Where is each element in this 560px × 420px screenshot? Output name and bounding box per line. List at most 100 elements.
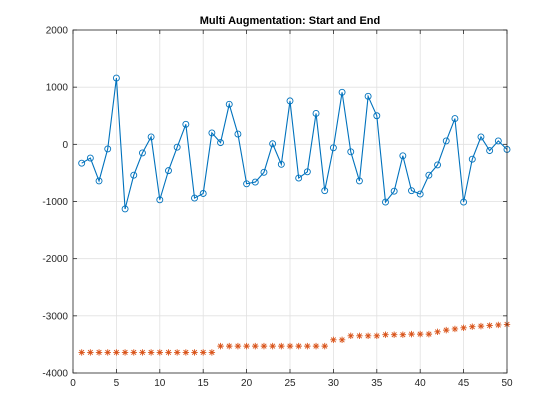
asterisk-marker [217, 342, 224, 350]
circle-marker [208, 129, 216, 137]
y-tick-label: 0 [62, 140, 68, 151]
circle-marker [165, 167, 172, 175]
asterisk-marker [356, 332, 363, 340]
x-tick-label: 40 [415, 378, 427, 389]
x-tick-label: 20 [241, 378, 253, 389]
series-2 [78, 321, 511, 356]
asterisk-marker [451, 325, 459, 333]
circle-marker [451, 115, 459, 123]
asterisk-marker [208, 349, 216, 356]
circle-marker [112, 74, 120, 82]
circle-marker [329, 144, 337, 152]
asterisk-marker [312, 342, 320, 350]
circle-marker [138, 149, 146, 157]
y-tick-label: 1000 [46, 83, 69, 94]
circle-marker [347, 148, 355, 156]
x-tick-label: 0 [70, 378, 76, 389]
y-tick-label: -4000 [42, 369, 68, 380]
asterisk-marker [295, 342, 302, 350]
tick-labels: 0 5 10 15 20 25 30 35 40 45 50 -4000 -3000 -2000 -1000… [42, 26, 513, 390]
circle-marker [130, 171, 138, 179]
circle-marker [78, 159, 86, 167]
y-tick-label: -2000 [42, 254, 68, 265]
asterisk-marker [260, 342, 268, 350]
circle-marker [104, 145, 112, 153]
circle-marker [199, 190, 207, 197]
asterisk-marker [269, 342, 276, 350]
circle-marker [312, 110, 320, 117]
circle-marker [425, 171, 433, 179]
asterisk-marker [338, 336, 346, 344]
circle-marker [191, 194, 198, 202]
asterisk-marker [495, 321, 502, 329]
asterisk-marker [399, 331, 407, 338]
circle-marker [277, 160, 285, 168]
asterisk-marker [113, 349, 120, 356]
asterisk-marker [425, 330, 433, 338]
circle-marker [399, 152, 407, 160]
circle-marker [390, 187, 398, 195]
asterisk-marker [373, 332, 380, 340]
circle-marker [243, 180, 251, 188]
circle-marker [95, 177, 103, 185]
asterisk-marker [87, 349, 94, 356]
circle-marker [295, 174, 303, 182]
circle-marker [382, 198, 389, 206]
asterisk-marker [434, 328, 441, 336]
x-tick-label: 5 [114, 378, 120, 389]
asterisk-marker [382, 331, 389, 338]
circle-marker [355, 177, 363, 185]
circle-marker [416, 190, 424, 198]
circle-marker [121, 205, 129, 213]
asterisk-marker [156, 349, 163, 356]
x-tick-label: 50 [501, 378, 513, 389]
circle-marker [494, 137, 502, 145]
series-layer [78, 74, 511, 356]
circle-marker [338, 88, 346, 96]
circle-marker [321, 187, 329, 195]
asterisk-marker [304, 342, 311, 350]
circle-marker [364, 92, 372, 100]
asterisk-marker [78, 349, 85, 356]
asterisk-marker [173, 349, 181, 356]
asterisk-marker [121, 349, 129, 356]
circle-marker [408, 187, 415, 195]
asterisk-marker [104, 349, 111, 356]
series-1-line [81, 77, 508, 210]
circle-marker [251, 178, 259, 186]
asterisk-marker [364, 332, 372, 340]
asterisk-marker [347, 332, 354, 340]
asterisk-marker [460, 324, 467, 332]
circle-marker [173, 143, 181, 151]
asterisk-marker [165, 349, 172, 356]
circle-marker [86, 154, 94, 162]
circle-marker [182, 120, 190, 128]
circle-marker [269, 140, 277, 148]
series-1 [78, 74, 511, 213]
axis-ticks [72, 29, 508, 374]
x-tick-label: 15 [198, 378, 210, 389]
asterisk-marker [477, 322, 485, 330]
circle-marker [217, 139, 225, 147]
circle-marker [460, 198, 468, 206]
circle-marker [477, 133, 485, 141]
asterisk-marker [243, 342, 250, 350]
asterisk-marker [286, 342, 294, 350]
asterisk-marker [408, 330, 415, 338]
circle-marker [442, 137, 450, 145]
asterisk-marker [200, 349, 207, 356]
asterisk-marker [95, 349, 103, 356]
circle-marker [234, 130, 242, 138]
circle-marker [147, 133, 155, 141]
y-tick-label: -1000 [42, 197, 68, 208]
asterisk-marker [182, 349, 190, 356]
x-tick-label: 30 [328, 378, 340, 389]
circle-marker [434, 161, 442, 169]
circle-marker [260, 168, 268, 176]
asterisk-marker [234, 342, 242, 350]
y-tick-label: -3000 [42, 311, 68, 322]
asterisk-marker [226, 342, 233, 350]
asterisk-marker [330, 336, 337, 344]
circle-marker [468, 155, 476, 163]
x-tick-label: 45 [458, 378, 470, 389]
